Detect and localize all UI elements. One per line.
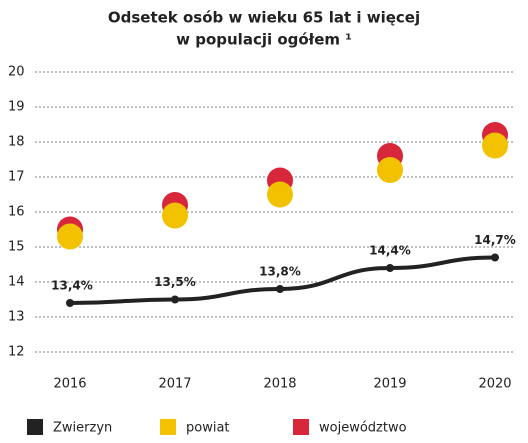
value-label: 14,4% xyxy=(369,244,411,258)
y-tick-label: 17 xyxy=(8,170,25,185)
chart-title: w populacji ogółem ¹ xyxy=(176,31,352,49)
legend-swatch xyxy=(160,419,176,435)
legend-label: powiat xyxy=(186,421,230,436)
legend-label: Zwierzyn xyxy=(53,421,112,436)
legend-label: województwo xyxy=(319,421,407,436)
x-tick-label: 2017 xyxy=(158,377,191,392)
point xyxy=(491,253,499,262)
x-tick-label: 2018 xyxy=(263,377,296,392)
point xyxy=(171,295,179,304)
marker xyxy=(482,132,508,159)
y-tick-label: 15 xyxy=(8,240,25,255)
value-label: 13,5% xyxy=(154,275,196,289)
point xyxy=(386,264,394,272)
marker xyxy=(267,181,293,208)
chart-title: Odsetek osób w wieku 65 lat i więcej xyxy=(108,9,420,27)
y-tick-label: 19 xyxy=(8,100,25,115)
point xyxy=(276,285,284,293)
point xyxy=(66,299,74,307)
y-tick-label: 13 xyxy=(8,310,25,325)
y-tick-label: 20 xyxy=(8,65,25,80)
legend-swatch xyxy=(293,419,309,435)
y-tick-label: 18 xyxy=(8,135,25,150)
x-tick-label: 2016 xyxy=(53,377,86,392)
value-label: 14,7% xyxy=(474,233,516,247)
x-tick-label: 2020 xyxy=(478,377,511,392)
y-tick-label: 12 xyxy=(8,345,25,360)
marker xyxy=(377,157,403,183)
marker xyxy=(57,223,83,250)
value-label: 13,8% xyxy=(259,265,301,279)
legend-swatch xyxy=(27,419,43,435)
value-label: 13,4% xyxy=(51,279,93,293)
y-tick-label: 16 xyxy=(8,205,25,220)
marker xyxy=(162,202,188,229)
y-tick-label: 14 xyxy=(8,275,25,290)
x-tick-label: 2019 xyxy=(373,377,406,392)
